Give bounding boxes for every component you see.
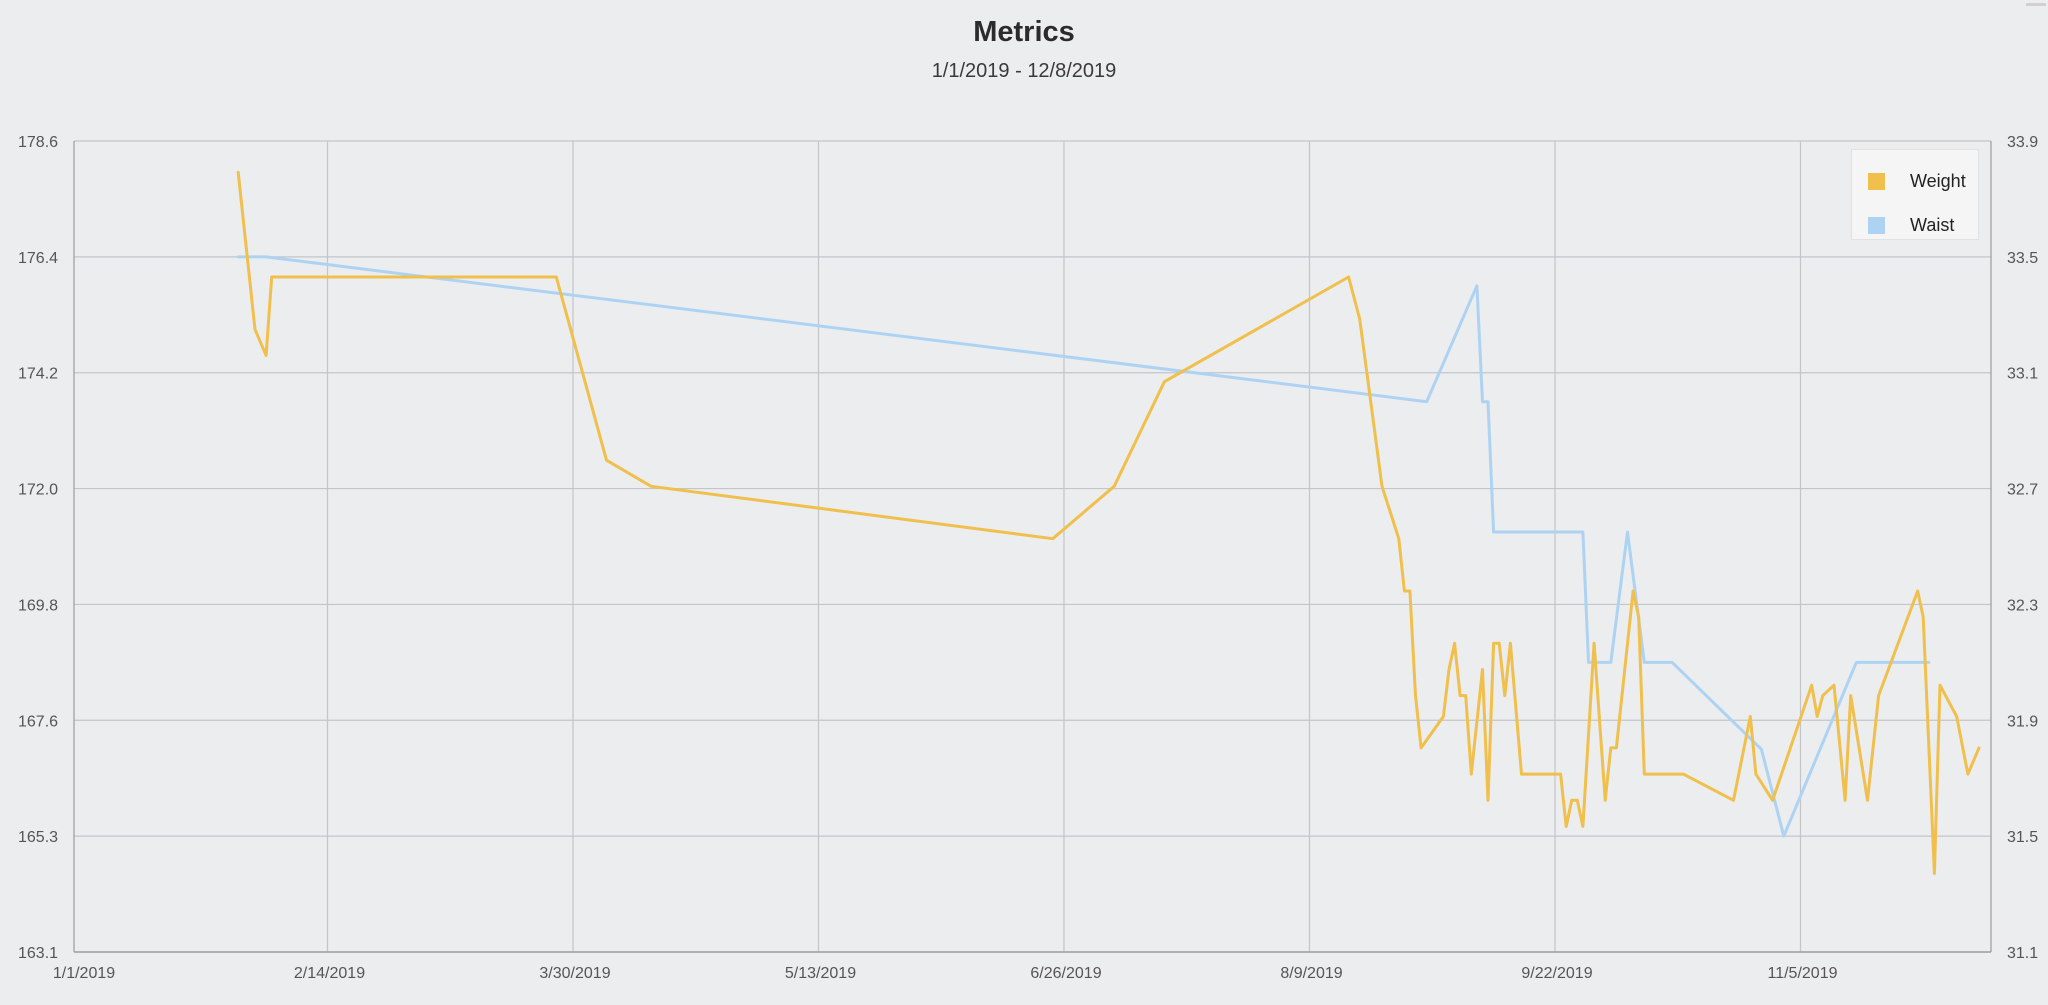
y-left-tick-label: 174.2 bbox=[18, 366, 58, 383]
legend-item-weight[interactable]: Weight bbox=[1868, 171, 1966, 191]
y-right-tick-label: 33.5 bbox=[2007, 250, 2038, 267]
y-right-tick-label: 33.9 bbox=[2007, 134, 2038, 151]
legend-item-waist[interactable]: Waist bbox=[1868, 215, 1954, 235]
y-left-tick-label: 163.1 bbox=[18, 945, 58, 962]
chart-grid bbox=[74, 140, 1991, 952]
chart-legend: Weight Waist bbox=[1851, 149, 1979, 240]
x-tick-label: 8/9/2019 bbox=[1280, 965, 1342, 982]
x-tick-label: 2/14/2019 bbox=[294, 965, 365, 982]
y-left-tick-label: 172.0 bbox=[18, 482, 58, 499]
legend-label-waist: Waist bbox=[1910, 214, 1955, 235]
legend-swatch-waist bbox=[1868, 216, 1885, 234]
x-tick-label: 3/30/2019 bbox=[539, 965, 610, 982]
y-right-tick-label: 32.7 bbox=[2007, 482, 2038, 499]
y-right-tick-label: 31.1 bbox=[2007, 945, 2038, 962]
y-right-tick-label: 32.3 bbox=[2007, 597, 2038, 614]
x-tick-label: 1/1/2019 bbox=[53, 965, 115, 982]
chart-axes bbox=[73, 141, 1992, 953]
y-left-tick-label: 176.4 bbox=[18, 250, 58, 267]
y-right-tick-label: 31.5 bbox=[2007, 829, 2038, 846]
legend-swatch-weight bbox=[1868, 172, 1885, 190]
x-tick-label: 5/13/2019 bbox=[785, 965, 856, 982]
y-right-tick-label: 33.1 bbox=[2007, 366, 2038, 383]
x-axis-labels: 1/1/2019 2/14/2019 3/30/2019 5/13/2019 6/26/… bbox=[53, 965, 1838, 982]
series-line-weight bbox=[236, 170, 1981, 875]
y-axis-right-labels: 33.9 33.5 33.1 32.7 32.3 31.9 31.5 31.1 bbox=[2007, 134, 2038, 962]
x-tick-label: 9/22/2019 bbox=[1521, 965, 1592, 982]
series-line-waist bbox=[236, 255, 1931, 838]
y-left-tick-label: 167.6 bbox=[18, 713, 58, 730]
x-tick-label: 11/5/2019 bbox=[1768, 965, 1838, 982]
chart-title: Metrics bbox=[973, 16, 1075, 48]
chart-subtitle: 1/1/2019 - 12/8/2019 bbox=[931, 60, 1117, 82]
y-right-tick-label: 31.9 bbox=[2007, 713, 2038, 730]
y-axis-left-labels: 178.6 176.4 174.2 172.0 169.8 167.6 165.3 163.1 bbox=[18, 134, 58, 962]
y-left-tick-label: 169.8 bbox=[18, 597, 58, 614]
x-tick-label: 6/26/2019 bbox=[1030, 965, 1101, 982]
window-handle[interactable] bbox=[2026, 3, 2046, 6]
legend-label-weight: Weight bbox=[1910, 170, 1966, 191]
chart-series bbox=[236, 170, 1981, 875]
y-left-tick-label: 178.6 bbox=[18, 134, 58, 151]
y-left-tick-label: 165.3 bbox=[18, 829, 58, 846]
